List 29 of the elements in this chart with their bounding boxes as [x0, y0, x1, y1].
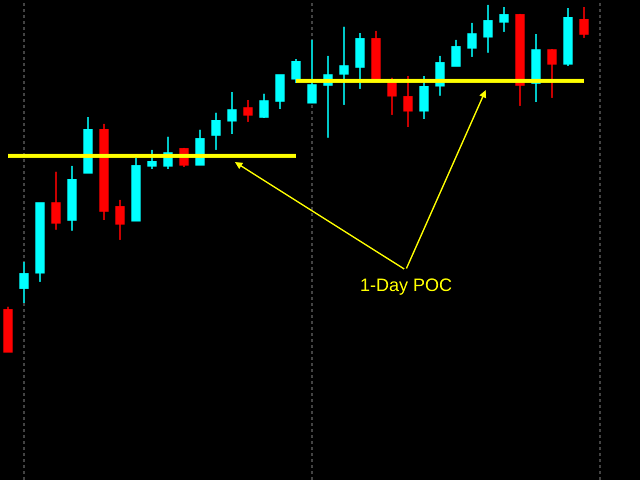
candlestick: [403, 75, 413, 128]
candlestick: [563, 7, 573, 67]
candlestick: [483, 4, 493, 54]
annotation: 1-Day POC: [360, 275, 452, 295]
candlestick: [243, 99, 253, 123]
candlestick: [67, 165, 77, 232]
candlestick: [259, 92, 269, 119]
candlestick: [451, 39, 461, 67]
candlestick: [115, 199, 125, 241]
candlestick: [339, 26, 349, 106]
candlestick: [275, 74, 285, 110]
candlestick: [547, 48, 557, 99]
candlestick: [307, 39, 317, 104]
candlestick: [515, 13, 525, 107]
candlestick: [3, 306, 13, 353]
candlestick: [579, 6, 589, 39]
candlestick: [211, 112, 221, 151]
candlestick: [19, 261, 29, 304]
candlestick: [499, 6, 509, 33]
candlestick: [467, 22, 477, 58]
candlestick: [51, 171, 61, 231]
candlestick: [131, 157, 141, 222]
candlestick: [35, 202, 45, 283]
candlestick: [291, 58, 301, 84]
candlestick: [147, 149, 157, 170]
candlestick: [355, 32, 365, 90]
candlestick: [419, 75, 429, 120]
candlestick: [227, 91, 237, 135]
candlestick: [99, 123, 109, 221]
